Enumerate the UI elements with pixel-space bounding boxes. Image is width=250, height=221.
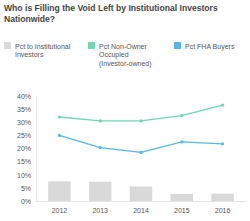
- chart: Who is Filling the Void Left by Institut…: [0, 0, 250, 221]
- x-tick: 2016: [215, 201, 231, 214]
- y-tick-label: 0%: [21, 198, 31, 205]
- x-tick-label: 2016: [215, 207, 231, 214]
- y-tick: 15%: [17, 158, 36, 165]
- bar: [130, 187, 152, 201]
- x-tick: 2014: [133, 201, 149, 214]
- legend-item: Pct FHA Buyers: [174, 42, 235, 51]
- marker-series: [58, 134, 224, 154]
- x-tick: 2015: [174, 201, 190, 214]
- bar: [171, 194, 193, 201]
- marker: [221, 104, 224, 107]
- x-tick: 2012: [52, 201, 68, 214]
- marker-series: [58, 104, 224, 123]
- legend-item: Pct Non-OwnerOccupied(Investor-owned): [88, 42, 152, 68]
- legend-label: Pct FHA Buyers: [185, 43, 235, 51]
- marker: [221, 142, 224, 145]
- line: [59, 135, 222, 152]
- y-tick-label: 30%: [17, 119, 31, 126]
- marker: [180, 140, 183, 143]
- y-tick-label: 40%: [17, 93, 31, 100]
- legend-swatch: [174, 42, 181, 49]
- x-tick-label: 2012: [52, 207, 68, 214]
- marker: [139, 119, 142, 122]
- marker: [99, 146, 102, 149]
- x-tick-label: 2014: [133, 207, 149, 214]
- bar: [89, 182, 111, 201]
- x-axis-line: [37, 201, 247, 202]
- plot-area: [48, 104, 234, 201]
- marker: [58, 115, 61, 118]
- y-tick: 0%: [21, 198, 36, 205]
- y-tick-label: 15%: [17, 158, 31, 165]
- y-tick: 20%: [17, 145, 36, 152]
- y-tick-label: 20%: [17, 145, 31, 152]
- x-tick-label: 2015: [174, 207, 190, 214]
- marker: [139, 151, 142, 154]
- y-axis-line: [36, 97, 37, 202]
- legend-swatch: [88, 42, 95, 49]
- y-tick: 35%: [17, 106, 36, 113]
- bar-series: [48, 181, 234, 201]
- legend-label: Pct Non-OwnerOccupied(Investor-owned): [99, 43, 152, 68]
- y-tick-label: 10%: [17, 171, 31, 178]
- y-tick: 40%: [17, 93, 36, 100]
- title: Who is Filling the Void Left by Institut…: [4, 3, 218, 24]
- y-tick-label: 5%: [21, 185, 31, 192]
- y-tick: 5%: [21, 185, 36, 192]
- legend-item: Pct to InstitutionalInvestors: [4, 42, 71, 58]
- marker: [58, 134, 61, 137]
- y-tick: 25%: [17, 132, 36, 139]
- marker: [99, 119, 102, 122]
- bar: [211, 194, 233, 201]
- marker: [180, 114, 183, 117]
- line: [59, 105, 222, 121]
- legend-label: Pct to InstitutionalInvestors: [15, 43, 71, 59]
- y-tick-label: 35%: [17, 106, 31, 113]
- y-tick-label: 25%: [17, 132, 31, 139]
- bar: [48, 181, 70, 201]
- y-axis: 0% 5% 10% 15% 20% 25% 30% 35% 40%: [17, 93, 37, 205]
- x-axis: 2012 2013 2014 2015 2016: [37, 201, 247, 214]
- y-tick: 10%: [17, 171, 36, 178]
- x-tick: 2013: [92, 201, 108, 214]
- legend-swatch: [4, 42, 11, 49]
- x-tick-label: 2013: [92, 207, 108, 214]
- y-tick: 30%: [17, 119, 36, 126]
